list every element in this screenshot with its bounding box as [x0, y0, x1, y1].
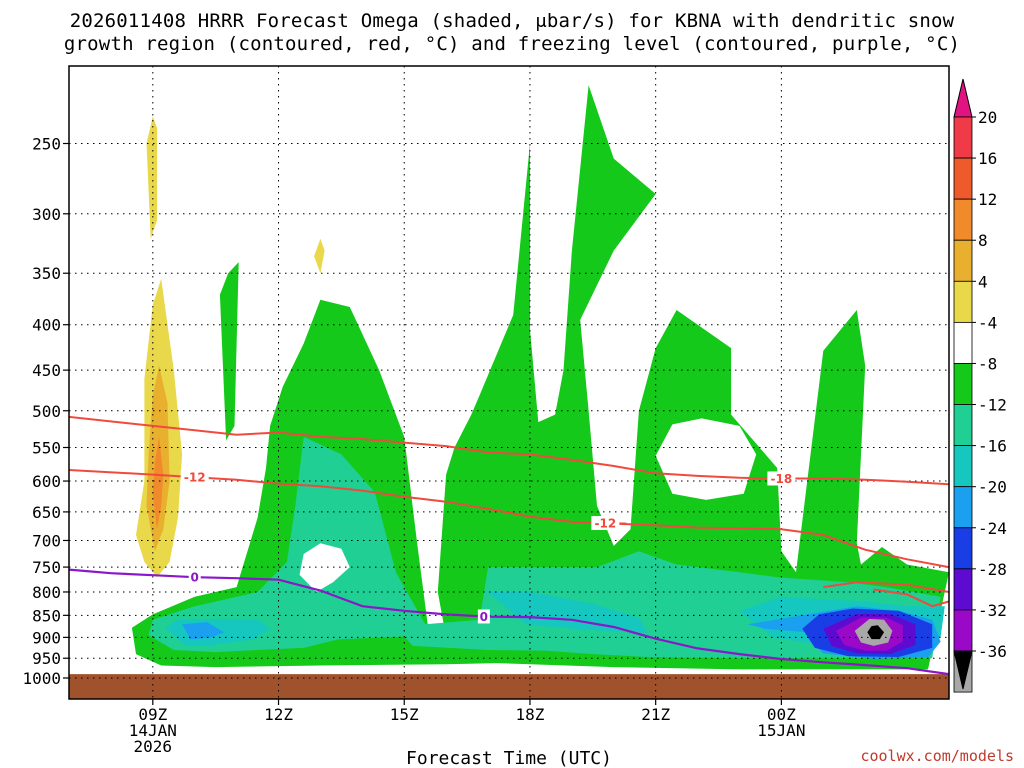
colorbar-bin-8 — [953, 445, 973, 488]
colorbar-label-3: 8 — [978, 231, 988, 250]
colorbar-top-arrow — [953, 78, 973, 118]
colorbar-label-12: -32 — [978, 601, 1007, 620]
colorbar-bin-12 — [953, 609, 973, 652]
x-axis-label: Forecast Time (UTC) — [406, 748, 612, 768]
colorbar-label-11: -28 — [978, 560, 1007, 579]
credit-text: coolwx.com/models — [860, 747, 1014, 765]
omega-calm-region-1 — [655, 418, 757, 500]
freezing-level-label-1-bg — [477, 609, 490, 624]
omega-region-neg36-17 — [867, 625, 884, 640]
colorbar-bin-6 — [953, 363, 973, 405]
colorbar-bin-11 — [953, 568, 973, 611]
dgz-contour-0 — [69, 415, 949, 486]
colorbar-label-2: 12 — [978, 190, 997, 209]
colorbar-label-0: 20 — [978, 108, 997, 127]
x-tick-date-24: 15JAN — [757, 721, 805, 740]
colorbar-bin-4 — [953, 280, 973, 323]
omega-region-pos4-3 — [146, 116, 157, 239]
colorbar-bin-9 — [953, 486, 973, 529]
y-tick-label-1000: 1000 — [22, 669, 61, 688]
colorbar: 20 16 12 8 4 -4 -8 -12 -16 -20 -24 -28 -32 -36 — [953, 78, 1007, 693]
dgz-contour-1 — [69, 469, 949, 569]
contour-lines: -12 -18 -12 0 0 — [69, 415, 949, 676]
omega-region-pos4-4 — [314, 238, 325, 274]
colorbar-label-9: -20 — [978, 478, 1007, 497]
x-tick-year-9: 2026 — [134, 737, 173, 756]
omega-region-neg12-9 — [488, 592, 648, 634]
grid-lines — [69, 66, 949, 699]
chart-title-line2: growth region (contoured, red, °C) and f… — [63, 33, 961, 55]
dgz-contour-label-3-bg — [591, 516, 620, 531]
colorbar-label-8: -16 — [978, 437, 1007, 456]
y-tick-label-500: 500 — [32, 402, 61, 421]
freezing-level-label-0: 0 — [191, 571, 199, 585]
y-tick-label-600: 600 — [32, 472, 61, 491]
x-tick-label-18: 18Z — [515, 705, 544, 724]
chart-title-line1: 2026011408 HRRR Forecast Omega (shaded, … — [69, 10, 955, 32]
colorbar-bin-5 — [953, 321, 973, 364]
x-tick-label-9: 09Z — [138, 705, 167, 724]
x-tick-label-12: 12Z — [264, 705, 293, 724]
dgz-contour-label-1: -12 — [184, 471, 206, 485]
y-tick-label-400: 400 — [32, 316, 61, 335]
colorbar-bin-7 — [953, 404, 973, 447]
x-tick-label-21: 21Z — [641, 705, 670, 724]
y-tick-label-350: 350 — [32, 264, 61, 283]
y-tick-label-650: 650 — [32, 503, 61, 522]
dgz-contour-5 — [873, 588, 949, 608]
dgz-contour-label-2: -18 — [771, 472, 793, 486]
colorbar-bin-3 — [953, 239, 973, 282]
omega-region-pos12-2 — [152, 436, 164, 530]
dgz-contour-label-3: -12 — [595, 517, 617, 531]
colorbar-bin-0 — [953, 116, 973, 159]
colorbar-label-7: -12 — [978, 396, 1007, 415]
y-tick-label-450: 450 — [32, 361, 61, 380]
plot-frame — [68, 65, 950, 700]
y-tick-label-250: 250 — [32, 135, 61, 154]
colorbar-bin-2 — [953, 198, 973, 241]
y-axis-ticks: 250 300 350 400 450 500 550 600 650 700 750 800 850 9… — [22, 135, 69, 688]
dgz-contour-label-2-bg — [767, 471, 796, 486]
y-tick-label-300: 300 — [32, 205, 61, 224]
freezing-level-contour — [69, 568, 949, 676]
colorbar-bottom-arrow — [953, 650, 973, 690]
omega-region-neg16-11 — [182, 622, 224, 640]
dgz-contour-4 — [823, 581, 949, 593]
y-tick-label-750: 750 — [32, 558, 61, 577]
omega-region-neg8-7 — [148, 436, 941, 659]
y-tick-label-900: 900 — [32, 628, 61, 647]
colorbar-label-1: 16 — [978, 149, 997, 168]
x-tick-label-24: 00Z — [767, 705, 796, 724]
colorbar-label-13: -36 — [978, 642, 1007, 661]
colorbar-bin-10 — [953, 527, 973, 570]
colorbar-label-10: -24 — [978, 519, 1007, 538]
y-tick-label-850: 850 — [32, 606, 61, 625]
y-tick-label-700: 700 — [32, 531, 61, 550]
colorbar-bin-1 — [953, 157, 973, 200]
freezing-level-label-0-bg — [188, 570, 201, 585]
colorbar-label-5: -4 — [978, 313, 997, 332]
dgz-contour-label-1-bg — [180, 470, 209, 485]
x-tick-date-9: 14JAN — [129, 721, 177, 740]
freezing-level-label-1: 0 — [480, 610, 488, 624]
x-tick-label-15: 15Z — [390, 705, 419, 724]
omega-shading — [69, 85, 949, 699]
omega-calm-region-0 — [299, 543, 350, 592]
omega-region-neg4-6 — [219, 262, 239, 441]
y-tick-label-550: 550 — [32, 438, 61, 457]
colorbar-label-4: 4 — [978, 272, 988, 291]
y-tick-label-800: 800 — [32, 583, 61, 602]
colorbar-label-6: -8 — [978, 354, 997, 373]
y-tick-label-950: 950 — [32, 649, 61, 668]
